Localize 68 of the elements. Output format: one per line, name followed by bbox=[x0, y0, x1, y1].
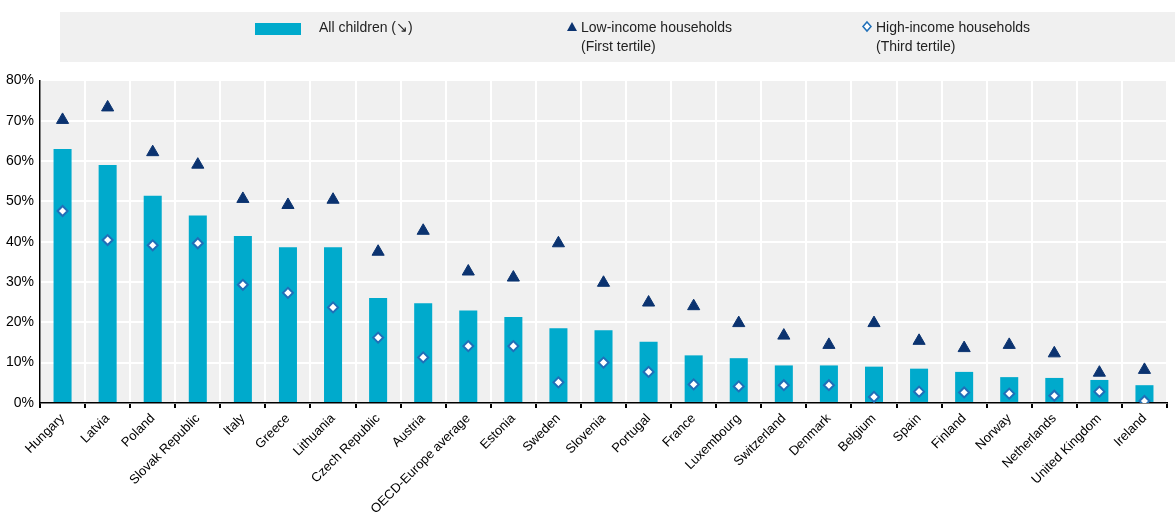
bar bbox=[143, 195, 162, 402]
point bbox=[417, 351, 430, 364]
bar bbox=[684, 355, 703, 402]
point bbox=[596, 275, 611, 287]
point bbox=[101, 234, 114, 247]
point bbox=[146, 239, 159, 252]
point bbox=[462, 340, 475, 353]
point bbox=[1002, 337, 1016, 349]
point bbox=[326, 192, 340, 204]
bar bbox=[278, 247, 297, 402]
point bbox=[191, 237, 204, 250]
point bbox=[236, 278, 249, 291]
point bbox=[281, 286, 294, 299]
point bbox=[1092, 365, 1106, 377]
point bbox=[506, 270, 520, 282]
point bbox=[327, 301, 340, 314]
point bbox=[281, 197, 295, 209]
point bbox=[642, 295, 656, 307]
point bbox=[777, 328, 791, 340]
point bbox=[372, 331, 385, 344]
y-tick-label: 60% bbox=[5, 151, 35, 168]
legend-label: High-income households (Third tertile) bbox=[876, 18, 1031, 56]
bar bbox=[504, 317, 523, 402]
point bbox=[597, 356, 610, 369]
point bbox=[1047, 345, 1061, 358]
y-tick-label: 0% bbox=[13, 393, 35, 410]
bar bbox=[549, 328, 568, 402]
point bbox=[732, 315, 746, 328]
point bbox=[687, 298, 701, 311]
y-tick-label: 10% bbox=[5, 353, 35, 370]
point bbox=[867, 390, 880, 403]
bar bbox=[594, 330, 613, 402]
x-tick-label: Italy bbox=[220, 410, 248, 438]
bar bbox=[98, 165, 117, 402]
point bbox=[822, 337, 836, 349]
point bbox=[56, 112, 70, 124]
y-tick-label: 80% bbox=[5, 71, 35, 88]
bar bbox=[53, 148, 72, 402]
bar bbox=[369, 298, 388, 402]
point bbox=[191, 157, 205, 169]
y-tick-label: 70% bbox=[5, 111, 35, 128]
bar bbox=[414, 303, 433, 402]
bar bbox=[188, 215, 207, 402]
point bbox=[642, 365, 655, 378]
bar bbox=[459, 310, 478, 402]
point bbox=[236, 191, 250, 203]
point bbox=[416, 223, 430, 235]
point bbox=[867, 315, 881, 328]
bar bbox=[233, 236, 252, 402]
point bbox=[912, 333, 926, 345]
point bbox=[551, 235, 565, 248]
legend-label: All children (↘) bbox=[319, 18, 413, 37]
point bbox=[552, 376, 565, 389]
point bbox=[957, 340, 971, 353]
point bbox=[146, 144, 160, 157]
point bbox=[101, 99, 115, 112]
bar bbox=[324, 247, 343, 402]
point bbox=[56, 205, 69, 218]
point bbox=[371, 244, 385, 256]
y-tick-label: 20% bbox=[5, 313, 35, 330]
bar bbox=[639, 341, 658, 402]
y-tick-label: 30% bbox=[5, 272, 35, 289]
point bbox=[1137, 362, 1152, 374]
point bbox=[507, 340, 520, 353]
legend-label: Low-income households (First tertile) bbox=[581, 18, 732, 56]
y-tick-label: 40% bbox=[5, 232, 35, 249]
point bbox=[461, 264, 475, 276]
y-tick-label: 50% bbox=[5, 192, 35, 209]
